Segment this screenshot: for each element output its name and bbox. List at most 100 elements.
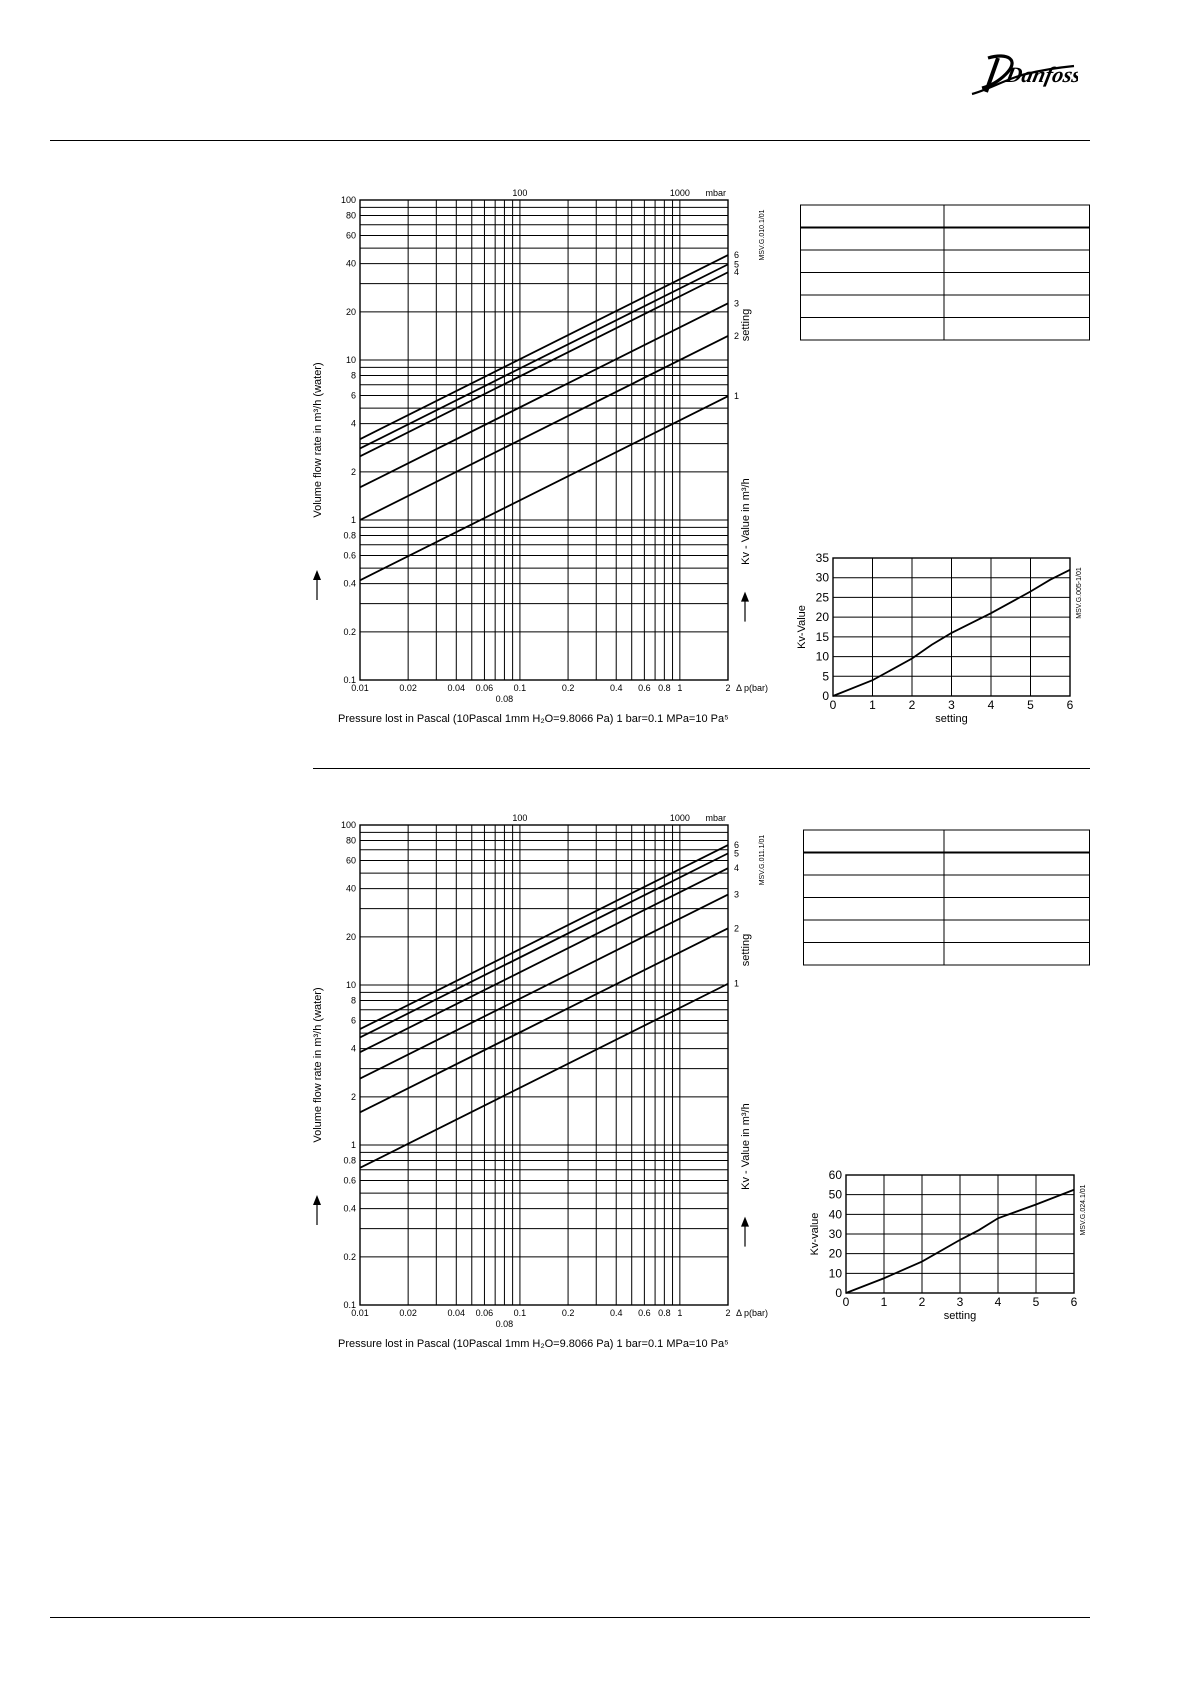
y-tick-label: 6 — [351, 1015, 356, 1025]
chart-code: MSV.G.010.1/01 — [759, 209, 766, 260]
x-tick-label: 0.04 — [448, 683, 466, 693]
plot-frame — [359, 824, 729, 1306]
x-axis-label: setting — [944, 1310, 976, 1322]
y-tick-label: 20 — [346, 932, 356, 942]
series-line-setting-3 — [359, 893, 729, 1080]
x-tick-label: 4 — [988, 698, 995, 712]
x-tick-label: 2 — [919, 1295, 926, 1309]
x-tick-label: 0.1 — [514, 683, 527, 693]
y-tick-label: 0.6 — [343, 550, 356, 560]
y-tick-label: 20 — [346, 307, 356, 317]
x-tick-label: 0 — [843, 1295, 850, 1309]
series-line-setting-1 — [359, 395, 729, 582]
y-tick-label: 40 — [829, 1207, 843, 1221]
x-tick-label: 5 — [1033, 1295, 1040, 1309]
y-tick-label: 0 — [822, 689, 829, 703]
top-axis-unit: mbar — [705, 813, 726, 823]
series-label: 3 — [734, 298, 739, 308]
kv-table-2 — [803, 829, 1090, 966]
x-axis-label: Δ p(bar) — [736, 1308, 768, 1318]
y-tick-label: 10 — [816, 650, 830, 664]
y-tick-label: 20 — [816, 610, 830, 624]
series-label: 4 — [734, 863, 739, 873]
x-tick-label: 0.04 — [448, 1308, 466, 1318]
kv-axis-label: Kv - Value in m³/h — [740, 1103, 752, 1190]
top-tick-label: 100 — [512, 188, 527, 198]
y-tick-label: 8 — [351, 371, 356, 381]
y-tick-label: 50 — [829, 1188, 843, 1202]
y-axis-label: Volume flow rate in m³/h (water) — [312, 362, 324, 517]
y-tick-label: 10 — [829, 1266, 843, 1280]
section-divider — [313, 768, 1090, 769]
x-tick-label: 0.6 — [638, 683, 651, 693]
x-tick-label: 0.01 — [351, 683, 369, 693]
series-line-setting-3 — [359, 302, 729, 489]
x-tick-label: 0 — [830, 698, 837, 712]
y-tick-label: 6 — [351, 390, 356, 400]
x-tick-label: 3 — [957, 1295, 964, 1309]
kv-table-1 — [800, 204, 1090, 341]
y-axis-label: Volume flow rate in m³/h (water) — [312, 987, 324, 1142]
kv-setting-chart-1: 0 1 2 3 4 5 6 0 5 10 15 20 25 30 35 setting Kv-Value MSV.… — [796, 551, 1083, 725]
y-tick-label: 35 — [816, 551, 830, 565]
setting-label: setting — [740, 934, 752, 966]
series-line-setting-6 — [359, 844, 729, 1030]
top-tick-label: 100 — [512, 813, 527, 823]
x-tick-label: 0.1 — [514, 1308, 527, 1318]
footnote: Pressure lost in Pascal (10Pascal 1mm H₂… — [338, 1338, 729, 1350]
x-tick-label: 2 — [725, 683, 730, 693]
series-line-setting-1 — [359, 982, 729, 1169]
x-tick-label-sub: 0.08 — [496, 1319, 514, 1329]
kv-axis-arrow-head — [741, 1216, 749, 1227]
danfoss-logo-graphic: Danfoss — [971, 54, 1084, 96]
y-tick-label: 5 — [822, 669, 829, 683]
kv-curve — [845, 1188, 1075, 1294]
x-tick-label: 1 — [677, 683, 682, 693]
x-tick-label: 3 — [948, 698, 955, 712]
y-tick-label: 0.2 — [343, 627, 356, 637]
series-label: 5 — [734, 259, 739, 269]
plot-frame — [832, 557, 1071, 697]
y-tick-label: 1 — [351, 515, 356, 525]
x-tick-label: 5 — [1027, 698, 1034, 712]
y-axis-label: Kv-Value — [796, 605, 808, 649]
series-label: 4 — [734, 267, 739, 277]
x-tick-label: 0.2 — [562, 683, 575, 693]
x-tick-label: 6 — [1071, 1295, 1078, 1309]
x-tick-label: 2 — [909, 698, 916, 712]
plot-frame — [359, 199, 729, 681]
y-tick-label: 25 — [816, 590, 830, 604]
y-tick-label: 15 — [816, 630, 830, 644]
series-label: 3 — [734, 890, 739, 900]
y-tick-label: 80 — [346, 211, 356, 221]
y-tick-label: 0.6 — [343, 1175, 356, 1185]
x-tick-label: 0.06 — [476, 1308, 494, 1318]
y-tick-label: 1 — [351, 1140, 356, 1150]
x-tick-label: 0.8 — [658, 683, 671, 693]
x-tick-label: 1 — [677, 1308, 682, 1318]
x-tick-label: 6 — [1067, 698, 1074, 712]
y-tick-label: 30 — [829, 1227, 843, 1241]
x-tick-label: 1 — [881, 1295, 888, 1309]
y-tick-label: 40 — [346, 884, 356, 894]
x-tick-label: 0.4 — [610, 1308, 623, 1318]
chart-code: MSV.G.011.1/01 — [759, 835, 766, 886]
x-axis-label: Δ p(bar) — [736, 683, 768, 693]
x-tick-label: 0.8 — [658, 1308, 671, 1318]
series-line-setting-6 — [359, 254, 729, 440]
y-tick-label: 2 — [351, 1092, 356, 1102]
y-tick-label: 0.8 — [343, 531, 356, 541]
top-axis-unit: mbar — [705, 188, 726, 198]
series-line-setting-2 — [359, 335, 729, 521]
x-tick-label: 0.06 — [476, 683, 494, 693]
plot-frame — [845, 1174, 1075, 1294]
y-tick-label: 4 — [351, 419, 356, 429]
x-tick-label: 0.4 — [610, 683, 623, 693]
y-tick-label: 60 — [346, 230, 356, 240]
top-tick-label: 1000 — [670, 813, 690, 823]
x-tick-label: 1 — [869, 698, 876, 712]
y-tick-label: 4 — [351, 1044, 356, 1054]
x-tick-label: 0.01 — [351, 1308, 369, 1318]
